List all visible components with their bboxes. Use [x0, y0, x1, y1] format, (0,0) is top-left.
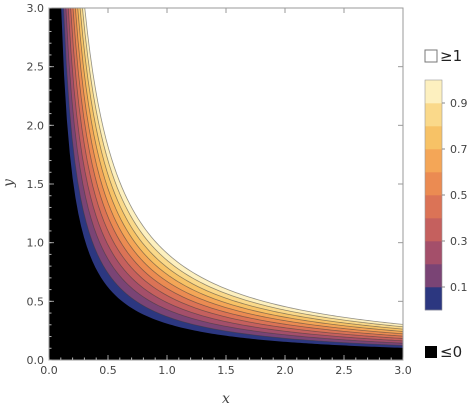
legend-color-band [425, 195, 442, 219]
plot-area [49, 8, 403, 360]
legend-color-band [425, 287, 442, 311]
x-tick-label: 2.5 [335, 364, 353, 377]
legend-color-band [425, 80, 442, 104]
legend-color-band [425, 218, 442, 242]
contour-line-0.2 [65, 8, 403, 344]
x-tick-label: 1.5 [217, 364, 235, 377]
y-tick-label: 1.5 [27, 178, 45, 191]
contour-line-0.6 [74, 8, 403, 335]
legend-tick-label: 0.1 [450, 281, 468, 294]
legend-label-below: ≤0 [440, 343, 462, 361]
legend-color-band [425, 264, 442, 288]
region-above-one [84, 8, 403, 325]
y-tick-label: 3.0 [27, 2, 45, 15]
legend-color-band [425, 126, 442, 150]
legend: ≥1 0.1 0.3 0.5 0.7 0.9 ≤0 [424, 47, 468, 361]
x-tick-label: 0.5 [99, 364, 117, 377]
legend-color-band [425, 149, 442, 173]
y-tick-label: 2.0 [27, 119, 45, 132]
legend-tick-label: 0.7 [450, 143, 468, 156]
x-tick-label: 1.0 [158, 364, 176, 377]
y-tick-label: 0.5 [27, 295, 45, 308]
contour-line-0.1 [63, 8, 403, 346]
contour-line-1 [84, 8, 403, 325]
contour-line-0.3 [67, 8, 403, 342]
x-axis-label: x [222, 391, 230, 407]
contour-line-0.4 [70, 8, 403, 339]
axes: 0.0 0.5 1.0 1.5 2.0 2.5 3.0 0.0 0.5 1.0 1.5 2.0 2.5 3… [27, 2, 412, 377]
y-axis-label: y [1, 178, 17, 188]
x-tick-label: 3.0 [394, 364, 412, 377]
contour-line-0.5 [72, 8, 403, 337]
legend-tick-label: 0.9 [450, 97, 468, 110]
legend-swatch-above [424, 49, 438, 63]
legend-color-band [425, 172, 442, 196]
y-tick-label: 0.0 [27, 354, 45, 367]
legend-color-band [425, 241, 442, 265]
legend-swatch-below [425, 346, 437, 358]
x-tick-label: 0.0 [40, 364, 58, 377]
x-tick-label: 2.0 [276, 364, 294, 377]
legend-label-above: ≥1 [440, 47, 462, 65]
y-tick-label: 1.0 [27, 237, 45, 250]
legend-color-band [425, 103, 442, 127]
contour-line-0.8 [79, 8, 403, 330]
legend-tick-label: 0.5 [450, 189, 468, 202]
contour-line-0.9 [82, 8, 403, 328]
contour-line-0.7 [77, 8, 403, 332]
y-tick-label: 2.5 [27, 61, 45, 74]
legend-tick-label: 0.3 [450, 235, 468, 248]
